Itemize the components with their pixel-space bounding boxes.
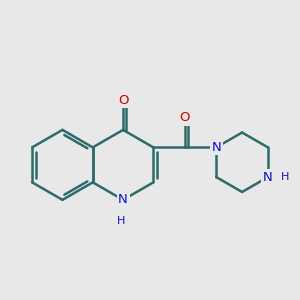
Text: O: O [118,94,128,106]
Text: H: H [117,216,125,226]
Text: N: N [263,171,273,184]
Text: N: N [118,194,128,206]
Text: H: H [281,172,290,182]
Text: N: N [212,141,221,154]
Text: O: O [180,111,190,124]
